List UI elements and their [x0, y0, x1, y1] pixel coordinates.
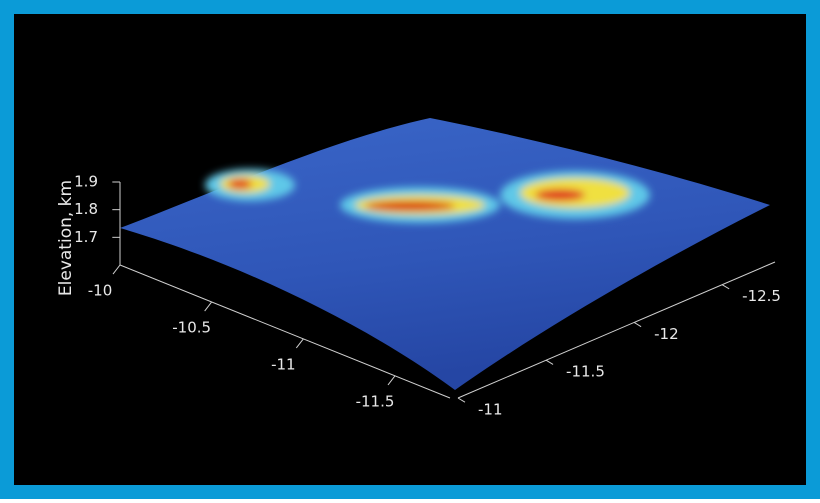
z-tick-label: 1.7 — [74, 228, 98, 246]
x-tick-label: -10.5 — [172, 318, 211, 336]
z-tick-label: 1.9 — [74, 173, 98, 191]
y-tick-label: -11 — [478, 401, 503, 419]
z-tick-label: 1.8 — [74, 200, 98, 218]
x-tick-label: -10 — [88, 282, 113, 300]
z-axis-label: Elevation, km — [56, 180, 76, 296]
x-tick-label: -11.5 — [356, 392, 395, 410]
chart: 1.7 1.8 1.9 -10 -10.5 -11 -11.5 -11 -11.5 -12 -12.… — [0, 0, 820, 499]
x-tick-label: -11 — [271, 355, 296, 373]
y-tick-label: -12 — [654, 325, 679, 343]
y-tick-label: -11.5 — [566, 363, 605, 381]
y-tick-label: -12.5 — [742, 287, 781, 305]
